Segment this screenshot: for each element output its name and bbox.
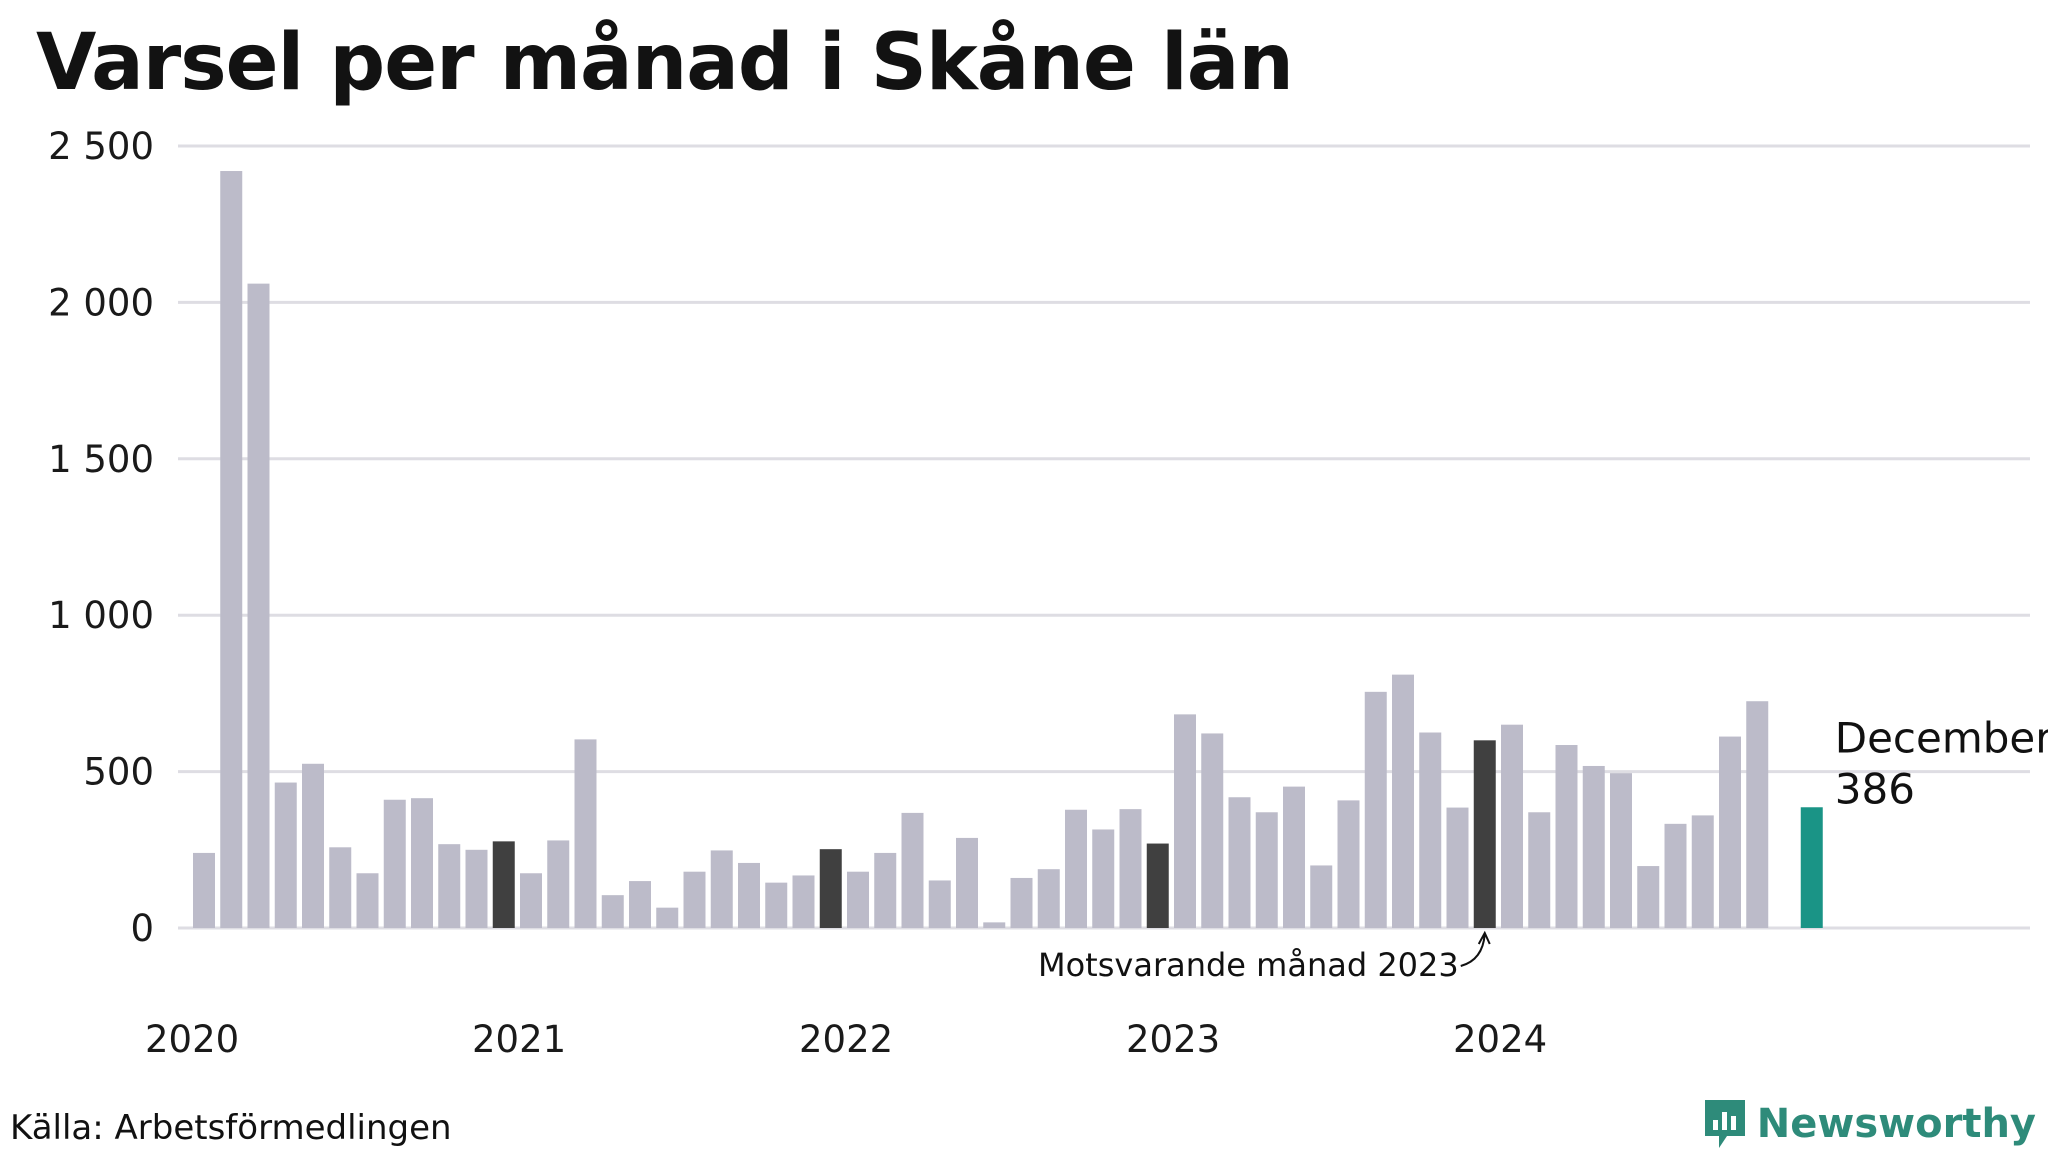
bar (1283, 786, 1305, 928)
bar (956, 837, 978, 928)
x-year-label: 2022 (799, 1018, 893, 1061)
x-axis-year-labels: 2020 2021 2022 2023 2024 (145, 1018, 1547, 1061)
bar (1501, 724, 1523, 928)
bar (247, 283, 270, 929)
bar (656, 907, 679, 928)
bar (1746, 701, 1769, 928)
bar (710, 850, 733, 928)
bar (983, 922, 1006, 928)
bar (1719, 736, 1741, 928)
bar (765, 882, 788, 928)
bar (1092, 829, 1115, 928)
bar (1174, 714, 1196, 928)
bar (601, 895, 624, 928)
bar (302, 763, 324, 928)
bar (574, 739, 597, 928)
bar (792, 875, 815, 928)
newsworthy-logo-icon (1704, 1100, 1745, 1148)
bars (193, 171, 1823, 929)
bar (1419, 732, 1442, 928)
same-month-annotation: Motsvarande månad 2023 (1038, 946, 1459, 984)
y-axis-tick-labels: 0 500 1 000 1 500 2 000 2 500 (48, 125, 154, 950)
y-tick-label: 1 500 (48, 438, 154, 481)
bar (1255, 812, 1278, 928)
x-year-label: 2020 (145, 1018, 239, 1061)
bar (383, 799, 406, 928)
bar (1610, 773, 1632, 928)
bar (1119, 809, 1142, 928)
bar (1228, 797, 1251, 928)
bar-same-month (819, 849, 842, 928)
bar (1392, 674, 1414, 928)
brand-name: Newsworthy (1756, 1101, 2036, 1147)
bar (928, 880, 951, 928)
bar (847, 871, 869, 928)
bar (547, 840, 570, 928)
latest-value-label: 386 (1835, 764, 1915, 813)
bar-same-month (1146, 843, 1169, 928)
bar (520, 873, 542, 928)
annotations: December 386 Motsvarande månad 2023 (1038, 713, 2048, 984)
y-tick-label: 2 000 (48, 281, 154, 324)
bar (1528, 812, 1551, 928)
bar (1637, 866, 1660, 928)
bar (874, 852, 897, 928)
bar (329, 847, 352, 928)
bar (411, 798, 433, 928)
bar (1364, 691, 1387, 928)
bar-same-month (1473, 740, 1496, 928)
y-tick-label: 0 (130, 907, 154, 950)
chart-title: Varsel per månad i Skåne län (36, 18, 1294, 108)
bar (1065, 809, 1087, 928)
bar (1037, 869, 1060, 928)
y-tick-label: 2 500 (48, 125, 154, 168)
x-year-label: 2021 (472, 1018, 566, 1061)
source-note: Källa: Arbetsförmedlingen (10, 1108, 452, 1148)
bar (901, 812, 924, 928)
bar (1582, 765, 1605, 928)
bar (274, 782, 297, 928)
x-year-label: 2024 (1453, 1018, 1547, 1061)
bar (629, 881, 651, 928)
bar (220, 171, 243, 929)
bar (356, 873, 379, 928)
bar (1337, 800, 1360, 928)
latest-month-label: December (1835, 713, 2048, 762)
bar-same-month (492, 841, 515, 928)
bar (193, 852, 215, 928)
y-tick-label: 1 000 (48, 594, 154, 637)
annotation-arrow-icon (1460, 930, 1491, 967)
bar (1691, 815, 1714, 928)
bar (438, 844, 461, 928)
bar (738, 862, 760, 928)
brand[interactable]: Newsworthy (1701, 1098, 2036, 1150)
bar (1664, 823, 1687, 928)
bar (1446, 807, 1469, 928)
x-year-label: 2023 (1126, 1018, 1220, 1061)
bar-latest-month (1800, 807, 1823, 928)
bar (1010, 877, 1033, 928)
bar (465, 849, 488, 928)
bar (1310, 865, 1333, 928)
bar (1555, 745, 1578, 928)
bar (683, 871, 706, 928)
y-tick-label: 500 (83, 751, 154, 794)
bar (1201, 733, 1224, 928)
